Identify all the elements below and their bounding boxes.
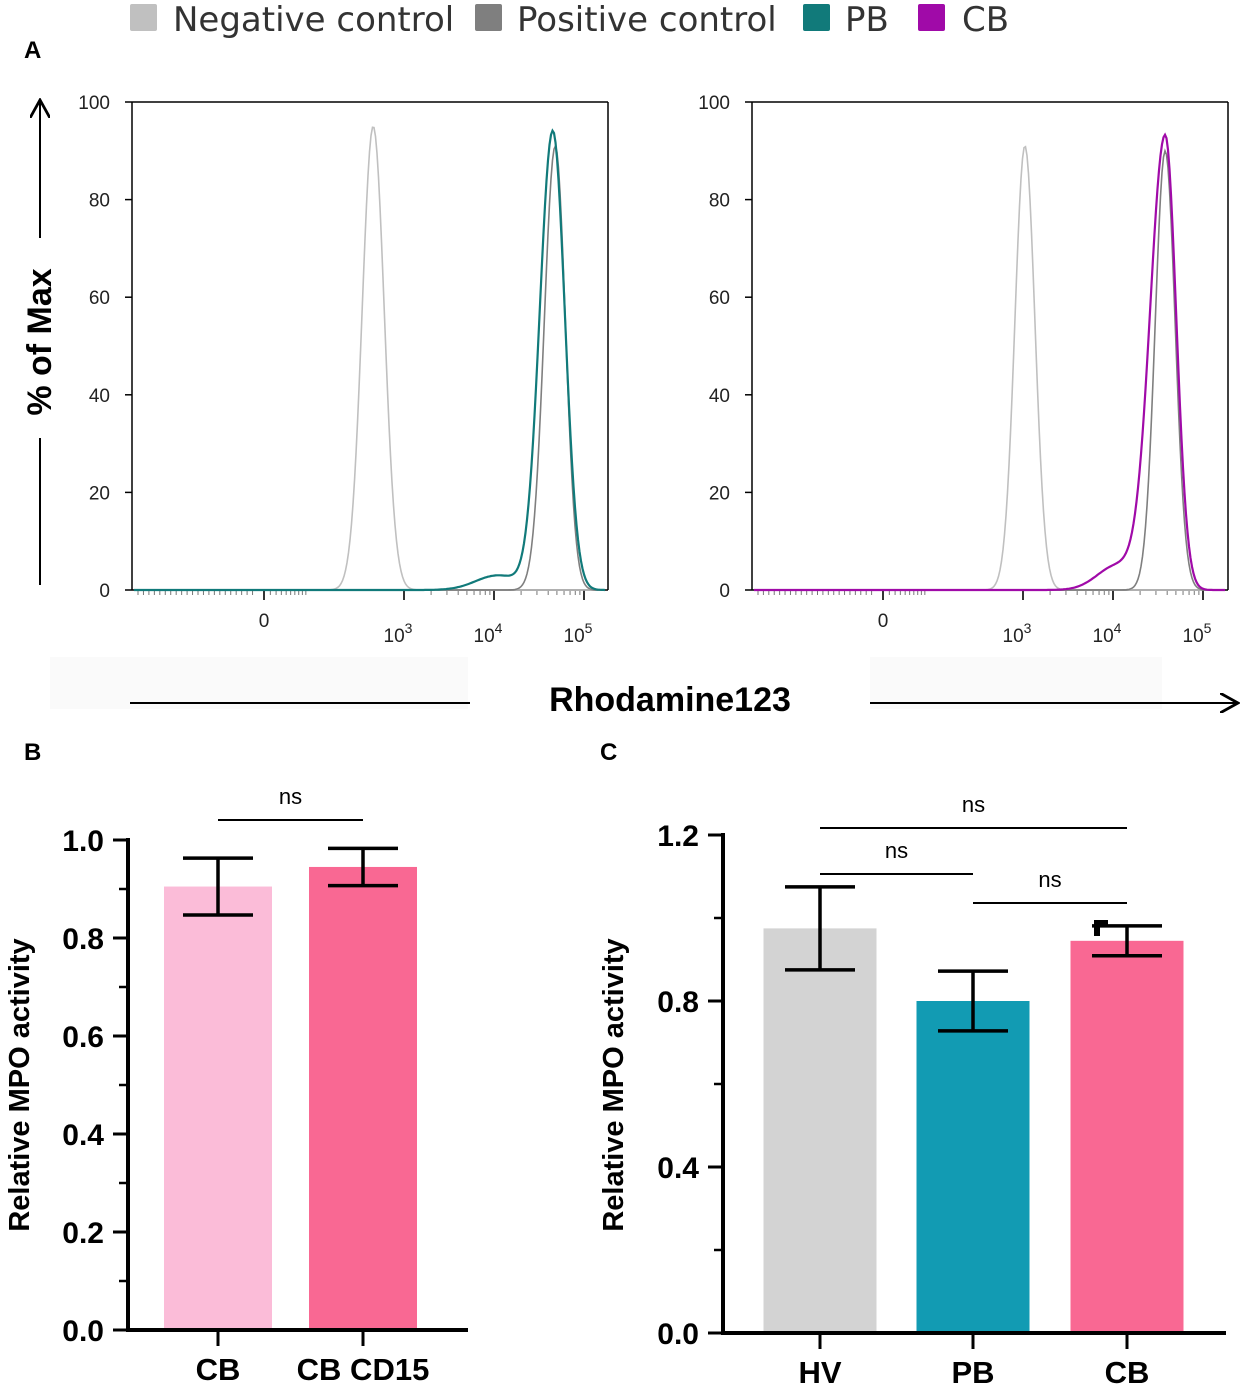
y-tick-label: 100 — [698, 93, 730, 114]
legend-swatch-cb — [918, 4, 945, 31]
significance-label: ns — [962, 792, 985, 817]
legend-item-pb: PB — [803, 0, 889, 40]
bar-cb — [164, 886, 272, 1328]
y-tick-label: 0.4 — [657, 1152, 699, 1185]
legend-swatch-negative-control — [130, 4, 157, 31]
x-tick-base: 10 — [1093, 626, 1114, 647]
x-tick-label-power: 104 — [474, 620, 503, 647]
legend-swatch-positive-control — [475, 4, 502, 31]
x-tick-base: 10 — [1003, 626, 1024, 647]
histogram-right-frame — [751, 101, 1229, 591]
y-tick-label: 1.0 — [62, 825, 104, 858]
y-tick-label: 0.2 — [62, 1217, 104, 1250]
x-tick-base: 10 — [564, 626, 585, 647]
histogram-series-pb — [134, 128, 606, 592]
category-label: CB — [196, 1352, 241, 1387]
legend-swatch-pb — [803, 4, 830, 31]
histogram-series-positive-control — [754, 148, 1225, 591]
x-tick-exponent: 5 — [1204, 620, 1212, 636]
legend-label-cb: CB — [962, 0, 1009, 40]
significance-label: ns — [1038, 867, 1061, 892]
legend-label-positive-control: Positive control — [517, 0, 777, 40]
x-tick-base: 10 — [474, 626, 495, 647]
y-tick-label: 0.6 — [62, 1021, 104, 1054]
category-label: PB — [951, 1355, 994, 1390]
x-tick-base: 10 — [384, 626, 405, 647]
x-tick-base: 10 — [1183, 626, 1204, 647]
x-tick-label-power: 105 — [1183, 620, 1212, 647]
bar-cb — [1070, 940, 1184, 1331]
y-tick-label: 0.8 — [657, 986, 699, 1019]
significance-label: ns — [885, 838, 908, 863]
legend-item-cb: CB — [918, 0, 1009, 40]
small-marker — [1094, 920, 1100, 936]
legend: Negative control Positive control PB CB — [130, 0, 1009, 40]
y-tick-label: 20 — [89, 483, 110, 504]
x-tick-label-power: 105 — [564, 620, 593, 647]
legend-item-positive-control: Positive control — [475, 0, 777, 40]
x-title-band-right — [870, 657, 1162, 709]
small-marker — [1094, 920, 1108, 926]
category-label: HV — [798, 1355, 841, 1390]
x-tick-label-power: 103 — [384, 620, 413, 647]
x-tick-label-power: 103 — [1003, 620, 1032, 647]
bar-hv — [763, 928, 877, 1331]
y-tick-label: 0.0 — [62, 1315, 104, 1348]
histogram-x-title: Rhodamine123 — [549, 681, 791, 719]
histogram-series-cb — [754, 132, 1225, 592]
y-tick-label: 80 — [709, 191, 730, 212]
panel-letter-c: C — [600, 739, 617, 766]
y-tick-label: 80 — [89, 191, 110, 212]
category-label: CB — [1105, 1355, 1150, 1390]
legend-label-negative-control: Negative control — [173, 0, 454, 40]
x-tick-exponent: 3 — [1024, 620, 1032, 636]
panel-letter-a: A — [24, 37, 41, 64]
y-tick-label: 0.0 — [657, 1318, 699, 1351]
bar-chart-b-ylabel: Relative MPO activity — [4, 938, 36, 1231]
x-tick-label-power: 104 — [1093, 620, 1122, 647]
panel-letter-b: B — [24, 739, 41, 766]
bar-chart-b: Relative MPO activity 0.0 0.2 0.4 0.6 0.8 1.0… — [4, 784, 468, 1387]
x-title-band-left — [50, 657, 468, 709]
x-tick-exponent: 4 — [1114, 620, 1122, 636]
bar-chart-c: Relative MPO activity 0.0 0.4 0.8 1.2 HV PB CB… — [598, 792, 1226, 1390]
x-tick-exponent: 4 — [495, 620, 503, 636]
y-tick-label: 0.8 — [62, 923, 104, 956]
y-tick-label: 40 — [89, 386, 110, 407]
y-tick-label: 20 — [709, 483, 730, 504]
bar-cb-cd15 — [309, 866, 417, 1328]
histogram-x-title-group: Rhodamine123 — [50, 657, 1238, 719]
legend-label-pb: PB — [845, 0, 889, 40]
histogram-y-title-group: % of Max — [21, 100, 59, 585]
histogram-left-frame — [131, 101, 609, 591]
x-tick-label-zero: 0 — [878, 611, 889, 632]
significance-label: ns — [279, 784, 302, 809]
x-tick-exponent: 5 — [585, 620, 593, 636]
y-tick-label: 100 — [78, 93, 110, 114]
y-tick-label: 60 — [709, 288, 730, 309]
y-title-mask — [22, 238, 58, 438]
category-label: CB CD15 — [297, 1352, 430, 1387]
y-tick-label: 1.2 — [657, 820, 699, 853]
y-tick-label: 0.4 — [62, 1119, 104, 1152]
y-tick-label: 40 — [709, 386, 730, 407]
bar-pb — [916, 1001, 1030, 1331]
x-tick-exponent: 3 — [405, 620, 413, 636]
bar-chart-c-ylabel: Relative MPO activity — [598, 938, 630, 1231]
histogram-y-title: % of Max — [21, 268, 59, 415]
histogram-series-negative-control — [754, 145, 1225, 591]
x-tick-label-zero: 0 — [259, 611, 270, 632]
legend-item-negative-control: Negative control — [130, 0, 454, 40]
y-tick-label: 0 — [719, 581, 730, 602]
y-tick-label: 60 — [89, 288, 110, 309]
histogram-series-positive-control — [134, 143, 605, 591]
y-tick-label: 0 — [99, 581, 110, 602]
